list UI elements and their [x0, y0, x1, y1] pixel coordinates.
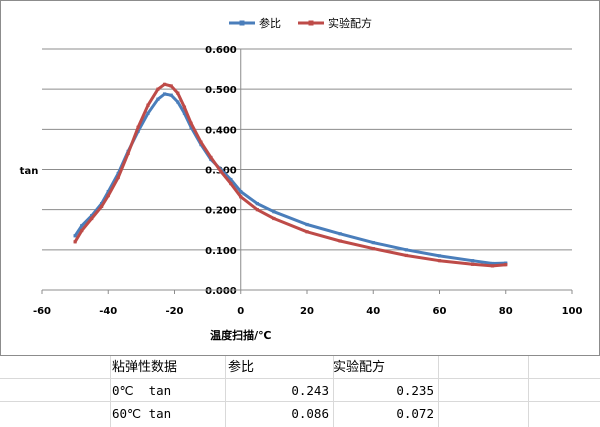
data-point: [229, 181, 233, 186]
data-point: [162, 92, 167, 96]
table-header-exp[interactable]: 实验配方: [333, 360, 386, 375]
data-point: [471, 259, 475, 263]
data-point: [209, 155, 213, 160]
data-point: [371, 241, 375, 245]
legend-label: 实验配方: [328, 16, 372, 30]
data-point: [189, 121, 193, 125]
table-row-label[interactable]: 60℃ tan: [112, 406, 172, 421]
table-header-row: 粘弹性数据 参比 实验配方: [0, 356, 600, 379]
data-point: [305, 222, 309, 227]
data-point: [80, 228, 84, 233]
data-point: [437, 259, 442, 263]
table-header-ref[interactable]: 参比: [228, 360, 255, 375]
data-point: [490, 261, 495, 266]
data-point: [169, 84, 173, 88]
data-point: [156, 97, 160, 101]
column-divider: [438, 356, 439, 427]
data-point: [116, 171, 120, 176]
series-line-0: [73, 92, 508, 265]
column-divider: [528, 356, 529, 427]
data-point: [219, 169, 223, 174]
data-point: [156, 87, 160, 91]
data-point: [229, 177, 233, 182]
data-point: [189, 125, 193, 129]
column-divider: [225, 356, 226, 427]
legend-marker: [239, 20, 245, 26]
data-point: [80, 224, 84, 228]
data-point: [176, 91, 180, 95]
data-point: [471, 262, 475, 266]
column-divider: [110, 356, 111, 427]
legend-marker: [308, 20, 314, 26]
data-point: [182, 105, 187, 109]
table-row-label[interactable]: 0℃ tan: [112, 383, 172, 398]
data-point: [146, 111, 150, 115]
y-tick-label: 0.500: [205, 85, 237, 96]
table-row-ref-value[interactable]: 0.243: [291, 383, 329, 398]
data-point: [272, 210, 276, 214]
table-row-ref-value[interactable]: 0.086: [291, 406, 329, 421]
data-point: [100, 204, 104, 209]
data-point: [404, 248, 408, 252]
data-point: [176, 100, 180, 104]
x-tick-label: 60: [433, 306, 447, 317]
tan-delta-chart: 0.0000.1000.2000.3000.4000.5000.600-60-4…: [20, 16, 583, 342]
data-point: [182, 111, 187, 115]
x-tick-label: -20: [165, 306, 183, 317]
data-point: [504, 263, 508, 267]
table-row-exp-value[interactable]: 0.072: [396, 406, 434, 421]
x-tick-label: -60: [33, 306, 51, 317]
legend-label: 参比: [259, 16, 281, 30]
data-point: [404, 253, 408, 258]
data-point: [73, 234, 77, 238]
x-tick-label: 0: [237, 306, 244, 317]
table-row: 60℃ tan 0.086 0.072: [0, 402, 600, 425]
x-tick-label: 80: [499, 306, 513, 317]
data-point: [437, 254, 442, 258]
x-tick-label: 20: [300, 306, 314, 317]
data-point: [136, 125, 140, 129]
data-point: [305, 230, 309, 234]
y-tick-label: 0.600: [205, 45, 237, 56]
data-point: [338, 232, 342, 236]
y-axis-title: tan: [20, 166, 39, 177]
x-tick-label: 100: [562, 306, 583, 317]
data-point: [73, 240, 77, 244]
y-tick-label: 0.000: [205, 286, 237, 297]
data-point: [490, 264, 495, 268]
y-tick-label: 0.200: [205, 206, 237, 217]
data-point: [146, 103, 150, 107]
x-axis-title: 温度扫描/℃: [210, 328, 271, 342]
data-point: [106, 189, 110, 194]
table-row-exp-value[interactable]: 0.235: [396, 383, 434, 398]
chart-area: 0.0000.1000.2000.3000.4000.5000.600-60-4…: [0, 0, 600, 356]
column-divider: [333, 356, 334, 427]
data-point: [116, 175, 120, 180]
data-point: [162, 82, 167, 86]
data-point: [169, 93, 173, 97]
data-point: [371, 247, 375, 251]
data-point: [90, 216, 94, 221]
data-point: [272, 216, 276, 221]
x-tick-label: -40: [99, 306, 117, 317]
x-tick-label: 40: [366, 306, 380, 317]
data-point: [338, 239, 342, 243]
data-sheet: 粘弹性数据 参比 实验配方 0℃ tan 0.243 0.235 60℃ tan…: [0, 356, 600, 427]
data-point: [239, 189, 243, 194]
data-point: [90, 214, 94, 218]
data-point: [199, 140, 203, 144]
table-row: 0℃ tan 0.243 0.235: [0, 379, 600, 402]
y-tick-label: 0.100: [205, 246, 237, 257]
data-point: [255, 202, 259, 206]
data-point: [106, 194, 110, 198]
data-point: [504, 261, 508, 265]
y-tick-label: 0.400: [205, 125, 237, 136]
series-line-1: [73, 82, 508, 268]
data-point: [126, 151, 130, 156]
data-point: [255, 208, 259, 212]
data-point: [239, 195, 243, 199]
table-header-label[interactable]: 粘弹性数据: [112, 360, 178, 375]
